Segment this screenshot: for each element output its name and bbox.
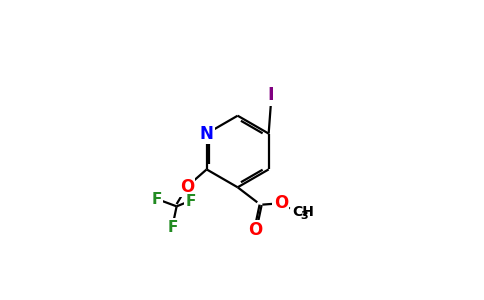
Text: N: N	[200, 124, 213, 142]
Text: F: F	[168, 220, 178, 235]
Text: CH: CH	[292, 205, 314, 219]
Text: I: I	[268, 86, 274, 104]
Text: 3: 3	[301, 211, 308, 221]
Text: O: O	[248, 221, 262, 239]
Text: O: O	[180, 178, 194, 196]
Text: O: O	[274, 194, 288, 212]
Text: F: F	[152, 192, 162, 207]
Text: F: F	[185, 194, 196, 209]
